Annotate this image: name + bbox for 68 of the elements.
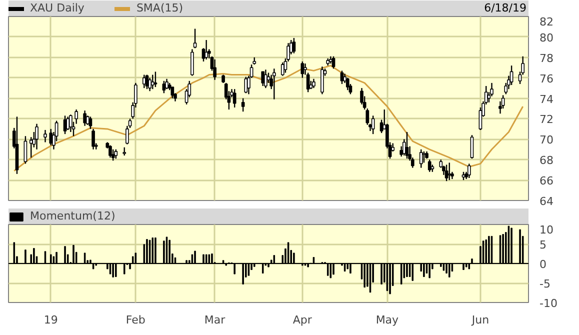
candlestick — [44, 129, 47, 143]
candlestick — [244, 76, 248, 94]
candlestick — [346, 77, 350, 91]
candlestick — [49, 128, 53, 146]
legend-label: SMA(15) — [136, 2, 184, 14]
y-tick-label: 82 — [540, 16, 554, 28]
y-tick-label: -10 — [540, 297, 558, 310]
candlestick — [272, 68, 276, 100]
candlestick — [332, 56, 336, 70]
x-tick-label: Jun — [470, 314, 490, 326]
candlestick — [422, 150, 426, 164]
y-tick-label: 10 — [540, 224, 554, 236]
x-tick-label: Mar — [204, 314, 226, 326]
candlestick — [241, 98, 245, 112]
candlestick — [111, 148, 115, 162]
candlestick — [300, 60, 304, 78]
candlestick — [448, 162, 452, 181]
candlestick — [419, 148, 423, 168]
candlestick — [154, 71, 158, 88]
text: 6/18/19 — [484, 2, 526, 14]
y-tick-label: 74 — [540, 92, 554, 106]
candlestick — [92, 128, 95, 150]
candlestick — [83, 110, 86, 126]
candlestick — [193, 28, 197, 49]
candlestick — [340, 70, 344, 85]
x-tick-label: May — [376, 314, 400, 326]
candlestick — [467, 163, 471, 179]
candlestick — [170, 86, 174, 99]
candlestick — [108, 144, 112, 158]
y-tick-label: 5 — [540, 238, 546, 252]
candlestick — [142, 74, 146, 89]
candlestick — [510, 64, 514, 86]
y-tick-label: 76 — [540, 72, 554, 86]
candlestick — [428, 159, 432, 172]
y-tick-label: 78 — [540, 52, 554, 65]
candlestick — [88, 116, 92, 130]
candlestick — [292, 37, 296, 54]
legend-label: Momentum(12) — [30, 210, 116, 222]
candlestick — [150, 74, 154, 90]
candlestick — [213, 58, 216, 80]
y-tick-label: -5 — [540, 278, 550, 290]
y-tick-label: 72 — [540, 113, 554, 126]
candlestick — [190, 48, 194, 76]
candlestick — [280, 62, 284, 76]
y-tick-label: 80 — [540, 31, 554, 44]
candlestick — [69, 114, 72, 133]
candlestick — [360, 87, 364, 106]
y-tick-label: 0 — [540, 258, 546, 271]
x-tick-label: Apr — [292, 314, 312, 326]
candlestick — [470, 134, 474, 160]
candlestick — [320, 66, 324, 95]
y-tick-label: 70 — [540, 134, 554, 147]
candlestick — [261, 71, 265, 87]
x-tick-label: 19 — [44, 314, 58, 326]
candlestick — [312, 78, 316, 89]
y-tick-label: 68 — [540, 154, 554, 168]
y-tick-label: 66 — [540, 174, 554, 188]
candlestick — [145, 74, 149, 90]
candlestick — [501, 94, 505, 110]
candlestick — [444, 164, 448, 182]
candlestick — [162, 80, 166, 94]
candlestick — [114, 148, 118, 160]
candlestick — [63, 115, 67, 135]
candlestick — [35, 123, 38, 150]
y-tick-label: 64 — [540, 195, 554, 208]
x-tick-label: Feb — [126, 314, 146, 326]
legend-label: XAU Daily — [30, 2, 84, 14]
candlestick — [232, 88, 236, 108]
